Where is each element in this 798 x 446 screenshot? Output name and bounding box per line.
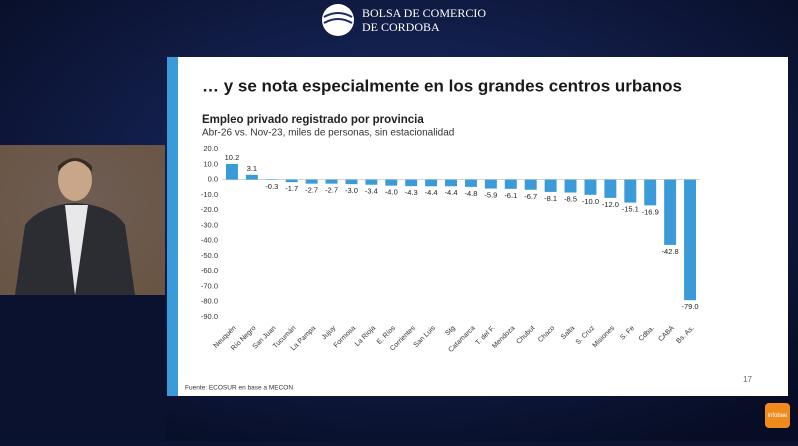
value-label: -3.4 xyxy=(365,187,378,196)
slide-stripe xyxy=(167,57,178,396)
bar xyxy=(604,180,616,198)
y-tick-label: 10.0 xyxy=(203,159,218,168)
value-label: -2.7 xyxy=(305,186,318,195)
value-label: -4.4 xyxy=(445,188,458,197)
bar xyxy=(226,164,238,180)
bar xyxy=(365,180,377,185)
bar xyxy=(485,180,497,189)
y-tick-label: -90.0 xyxy=(201,312,218,321)
chart-title: Empleo privado registrado por provincia xyxy=(202,114,424,126)
bar xyxy=(465,180,477,187)
value-label: -3.0 xyxy=(345,186,358,195)
value-label: -8.1 xyxy=(544,194,557,203)
y-tick-label: -10.0 xyxy=(201,190,218,199)
y-tick-label: 0.0 xyxy=(208,175,218,184)
page-number: 17 xyxy=(743,375,752,384)
value-label: -5.9 xyxy=(484,191,497,200)
value-label: -4.0 xyxy=(385,188,398,197)
value-label: -15.1 xyxy=(622,205,639,214)
value-label: -1.7 xyxy=(285,184,298,193)
bar xyxy=(405,180,417,187)
value-label: -4.8 xyxy=(464,189,477,198)
source-note: Fuente: ECOSUR en base a MECON xyxy=(185,385,293,392)
value-label: -0.3 xyxy=(265,182,278,191)
y-tick-label: -50.0 xyxy=(201,251,218,260)
bar xyxy=(385,180,397,186)
value-label: -4.4 xyxy=(425,188,438,197)
y-tick-label: -40.0 xyxy=(201,236,218,245)
bar xyxy=(326,180,338,184)
y-tick-label: -20.0 xyxy=(201,205,218,214)
chart-subtitle: Abr-26 vs. Nov-23, miles de personas, si… xyxy=(202,128,454,139)
stage xyxy=(0,295,165,441)
bar xyxy=(445,180,457,187)
value-label: -4.3 xyxy=(405,188,418,197)
value-label: -79.0 xyxy=(681,302,698,311)
logo-text: DE CORDOBA xyxy=(362,20,440,34)
corner-logo-text: infobae xyxy=(768,413,788,419)
y-tick-label: -80.0 xyxy=(201,297,218,306)
bar xyxy=(584,180,596,195)
value-label: -6.1 xyxy=(504,191,517,200)
value-label: -2.7 xyxy=(325,186,338,195)
bar xyxy=(525,180,537,190)
value-label: -10.0 xyxy=(582,197,599,206)
value-label: -16.9 xyxy=(642,207,659,216)
value-label: 10.2 xyxy=(225,153,240,162)
bar xyxy=(306,180,318,184)
y-tick-label: 20.0 xyxy=(203,144,218,153)
bar xyxy=(545,180,557,192)
bar xyxy=(624,180,636,203)
bar xyxy=(664,180,676,245)
bar xyxy=(246,175,258,180)
y-tick-label: -30.0 xyxy=(201,220,218,229)
value-label: -8.5 xyxy=(564,195,577,204)
y-tick-label: -60.0 xyxy=(201,266,218,275)
y-tick-label: -70.0 xyxy=(201,281,218,290)
bar xyxy=(565,180,577,193)
bar xyxy=(644,180,656,206)
bar xyxy=(345,180,357,185)
slide-title: … y se nota especialmente en los grandes… xyxy=(202,76,682,95)
bar xyxy=(684,180,696,301)
value-label: 3.1 xyxy=(247,164,257,173)
logo-text: BOLSA DE COMERCIO xyxy=(362,6,486,20)
bar xyxy=(425,180,437,187)
value-label: -12.0 xyxy=(602,200,619,209)
value-label: -6.7 xyxy=(524,192,537,201)
bar xyxy=(286,180,298,183)
value-label: -42.8 xyxy=(662,247,679,256)
bar xyxy=(505,180,517,189)
